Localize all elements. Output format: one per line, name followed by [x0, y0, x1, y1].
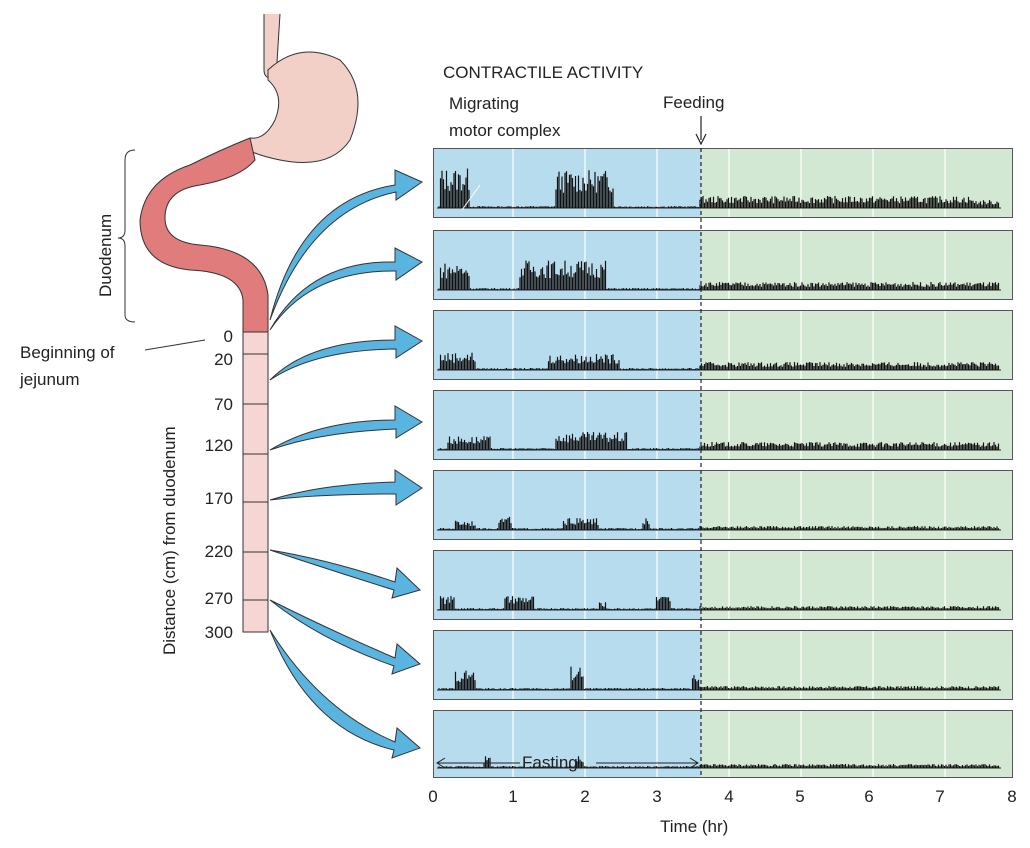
arrow-8	[269, 629, 421, 759]
contraction-trace	[438, 260, 1000, 290]
arrow-6	[269, 549, 421, 599]
mmc-label-line2: motor complex	[449, 121, 561, 140]
trace-1	[437, 148, 1001, 218]
trace-2	[437, 230, 1001, 300]
trace-panel-6	[433, 550, 1013, 620]
contraction-trace	[438, 168, 1000, 208]
trace-panel-1	[433, 148, 1013, 218]
distance-tick: 170	[204, 489, 233, 508]
time-tick: 2	[580, 787, 590, 806]
trace-7	[437, 630, 1001, 700]
stomach	[244, 51, 359, 163]
trace-panel-5	[433, 470, 1013, 540]
distance-tick: 20	[214, 350, 233, 369]
trace-panel-2	[433, 230, 1013, 300]
feeding-label: Feeding	[663, 93, 725, 112]
distance-tick: 0	[223, 327, 233, 346]
time-tick: 4	[724, 787, 734, 806]
distance-tick: 220	[204, 542, 233, 561]
arrows	[269, 169, 424, 759]
arrow-3	[269, 325, 423, 381]
contraction-trace	[438, 596, 1000, 610]
trace-5	[437, 470, 1001, 540]
trace-3	[437, 310, 1001, 380]
time-tick: 5	[795, 787, 805, 806]
trace-6	[437, 550, 1001, 620]
fasting-label: Fasting	[522, 753, 578, 772]
gut-anatomy	[117, 13, 359, 633]
trace-panel-4	[433, 390, 1013, 460]
time-tick: 6	[864, 787, 874, 806]
trace-panel-7	[433, 630, 1013, 700]
mmc-label-line1: Migrating	[449, 94, 519, 113]
contraction-trace	[438, 666, 1000, 690]
chart-heading: CONTRACTILE ACTIVITY	[443, 63, 644, 82]
arrow-5	[269, 469, 423, 506]
arrow-2	[269, 247, 423, 331]
distance-tick: 300	[204, 623, 233, 642]
distance-tick: 70	[214, 395, 233, 414]
arrow-1	[269, 169, 424, 321]
contraction-trace	[438, 432, 1000, 450]
time-tick: 0	[428, 787, 438, 806]
contraction-trace	[438, 352, 1000, 370]
jejunum-label-line2: jejunum	[20, 370, 80, 389]
jejunum-pointer	[144, 339, 206, 351]
duodenum	[139, 137, 269, 333]
time-tick: 3	[652, 787, 662, 806]
jejunum	[242, 331, 269, 633]
trace-panel-3	[433, 310, 1013, 380]
time-tick: 1	[508, 787, 518, 806]
distance-tick: 120	[204, 436, 233, 455]
time-tick: 7	[935, 787, 945, 806]
contraction-trace	[438, 516, 1000, 530]
arrow-7	[269, 599, 421, 675]
trace-8	[437, 710, 1001, 778]
jejunum-label-line1: Beginning of	[20, 343, 115, 362]
time-axis-label: Time (hr)	[660, 817, 729, 836]
duodenum-bracket	[117, 149, 136, 323]
trace-4	[437, 390, 1001, 460]
distance-tick: 270	[204, 589, 233, 608]
arrow-4	[269, 405, 423, 451]
time-tick: 8	[1007, 787, 1017, 806]
trace-panel-8	[433, 710, 1013, 778]
